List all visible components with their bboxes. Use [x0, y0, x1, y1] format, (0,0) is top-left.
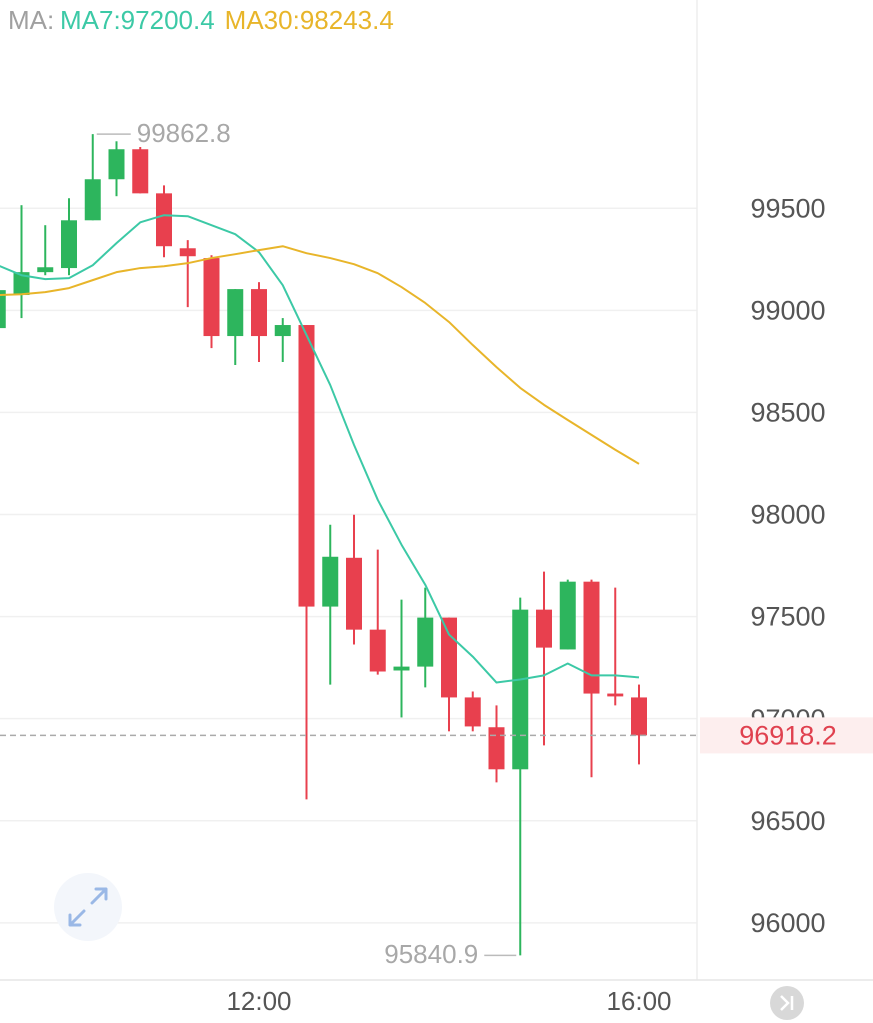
candle-body [251, 289, 267, 337]
ma-line [0, 214, 640, 684]
legend: MA: MA7:97200.4 MA30:98243.4 [8, 5, 394, 35]
candle-body [346, 557, 362, 630]
expand-icon [68, 887, 108, 927]
candle-body [203, 258, 220, 337]
y-tick-label: 98000 [750, 500, 825, 530]
y-tick-label: 99500 [750, 193, 825, 223]
candle-body [607, 693, 624, 697]
candle-body [417, 617, 434, 667]
y-tick-label: 97500 [750, 602, 825, 632]
candle-body [274, 325, 291, 337]
min-label: 95840.9 [384, 939, 478, 969]
scroll-icon [780, 995, 794, 1011]
candle-body [13, 272, 30, 296]
candle-body [631, 697, 647, 736]
current-price-bg [700, 717, 873, 754]
candle-body [298, 325, 315, 607]
candle-body [322, 556, 339, 607]
candle-body [464, 697, 481, 727]
candle-body [37, 267, 54, 273]
y-tick-label: 96500 [750, 806, 825, 836]
candle-body [108, 149, 125, 180]
candle-body [132, 149, 149, 194]
legend-entry: MA7:97200.4 [60, 5, 215, 35]
max-label: 99862.8 [137, 118, 231, 148]
scroll-end-button[interactable] [770, 986, 804, 1020]
candle-body [179, 248, 196, 257]
y-tick-label: 98500 [750, 398, 825, 428]
candle-body [61, 220, 77, 269]
y-tick-label: 99000 [750, 295, 825, 325]
candle-body [559, 581, 576, 650]
candle-body [227, 289, 244, 337]
candle-body [536, 609, 552, 648]
candle-body [369, 629, 386, 672]
y-tick-label: 96000 [750, 908, 825, 938]
current-price-label: 96918.2 [739, 720, 837, 750]
candle-body [393, 666, 410, 671]
legend-title: MA: [8, 5, 54, 35]
expand-bg [54, 873, 122, 941]
candle-body [84, 179, 101, 221]
expand-button[interactable] [54, 873, 122, 941]
candle-body [583, 581, 600, 694]
candle-body [488, 727, 505, 770]
candle-body [0, 290, 6, 329]
ma-line [0, 245, 640, 465]
candle-body [156, 193, 172, 247]
x-tick-label: 12:00 [226, 986, 291, 1016]
x-tick-label: 16:00 [606, 986, 671, 1016]
candle-body [512, 609, 529, 770]
candle-body [441, 617, 457, 698]
legend-entry: MA30:98243.4 [225, 5, 394, 35]
